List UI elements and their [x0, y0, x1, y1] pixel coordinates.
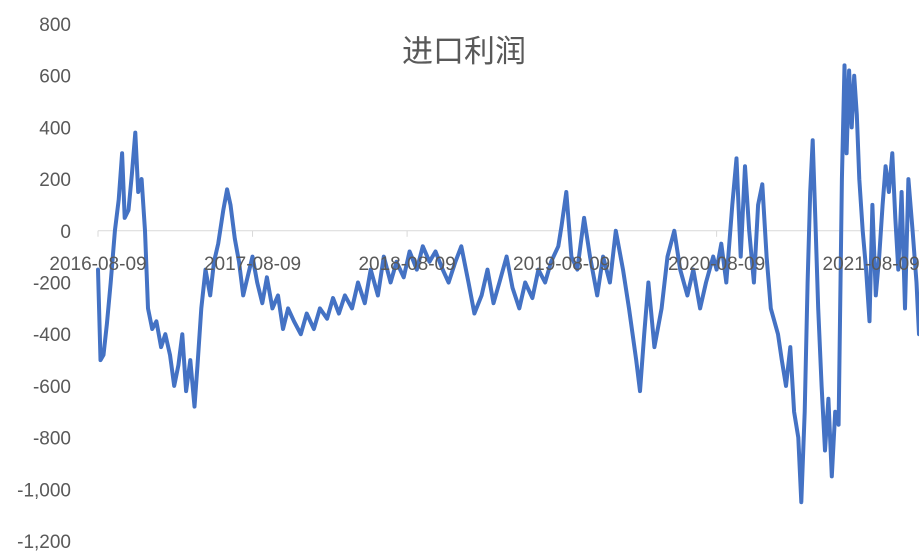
y-tick-label: 200	[39, 170, 71, 191]
x-tick-label: 2021-08-09	[823, 254, 919, 275]
y-tick-label: -200	[33, 274, 71, 295]
x-tick-label: 2016-08-09	[49, 254, 146, 275]
x-axis: 2016-08-09 2017-08-09 2018-08-09 2019-08-09…	[49, 254, 919, 275]
y-tick-label: 400	[39, 118, 71, 139]
series-line	[96, 63, 919, 505]
chart-title: 进口利润	[402, 34, 526, 70]
y-tick-label: -1,000	[17, 480, 71, 501]
y-tick-label: -400	[33, 325, 71, 346]
y-tick-label: 800	[39, 15, 71, 36]
y-tick-label: 0	[60, 222, 71, 243]
x-tick-label: 2017-08-09	[204, 254, 301, 275]
x-tick-label: 2018-08-09	[358, 254, 455, 275]
y-tick-label: -800	[33, 429, 71, 450]
y-tick-label: 600	[39, 67, 71, 88]
x-tick-label: 2019-08-09	[513, 254, 610, 275]
series-layer	[96, 63, 919, 505]
x-tick-label: 2020-08-09	[668, 254, 765, 275]
y-tick-label: -600	[33, 377, 71, 398]
y-axis: 800 600 400 200 0 -200 -400 -600 -800 -1,000 -1,20…	[17, 15, 71, 553]
y-tick-label: -1,200	[17, 532, 71, 553]
